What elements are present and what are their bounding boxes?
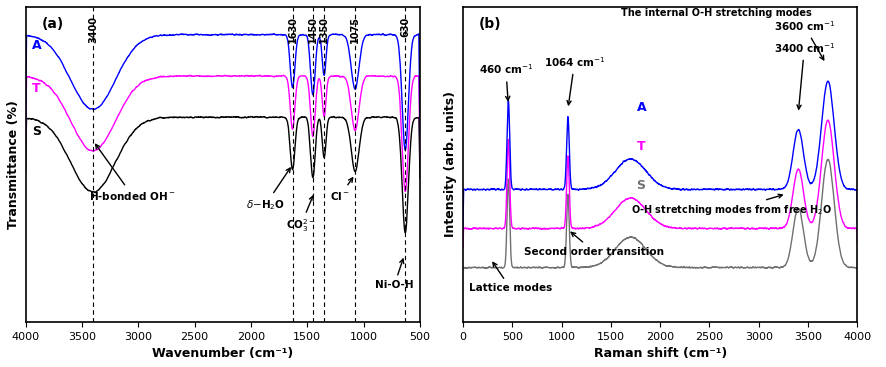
- Text: 1075: 1075: [350, 17, 361, 43]
- Text: H-bonded OH$^-$: H-bonded OH$^-$: [89, 144, 176, 202]
- Text: Cl$^-$: Cl$^-$: [330, 178, 353, 202]
- Text: 3600 cm$^{-1}$: 3600 cm$^{-1}$: [773, 19, 835, 60]
- Text: 1350: 1350: [319, 17, 330, 43]
- Text: T: T: [32, 82, 41, 95]
- Text: The internal O-H stretching modes: The internal O-H stretching modes: [621, 8, 812, 18]
- Text: 1450: 1450: [308, 17, 318, 43]
- Text: S: S: [32, 125, 42, 138]
- Y-axis label: Transmittance (%): Transmittance (%): [7, 100, 20, 229]
- Text: A: A: [636, 101, 646, 114]
- Text: 1630: 1630: [288, 17, 298, 43]
- Text: S: S: [636, 179, 646, 192]
- Text: $\delta$$-$H$_2$O: $\delta$$-$H$_2$O: [246, 168, 291, 211]
- Text: O-H stretching modes from free H$_2$O: O-H stretching modes from free H$_2$O: [631, 194, 832, 217]
- Text: 3400 cm$^{-1}$: 3400 cm$^{-1}$: [773, 41, 835, 109]
- Text: Lattice modes: Lattice modes: [469, 262, 552, 293]
- X-axis label: Wavenumber (cm⁻¹): Wavenumber (cm⁻¹): [152, 347, 293, 360]
- Text: 460 cm$^{-1}$: 460 cm$^{-1}$: [478, 63, 533, 101]
- Text: A: A: [32, 39, 42, 52]
- X-axis label: Raman shift (cm⁻¹): Raman shift (cm⁻¹): [594, 347, 727, 360]
- Text: 3400: 3400: [88, 17, 98, 43]
- Text: (b): (b): [478, 17, 501, 30]
- Text: Second order transition: Second order transition: [525, 232, 664, 257]
- Text: 1064 cm$^{-1}$: 1064 cm$^{-1}$: [544, 55, 605, 105]
- Text: T: T: [636, 140, 645, 153]
- Text: 630: 630: [400, 17, 410, 37]
- Text: (a): (a): [42, 17, 64, 30]
- Text: Ni-O-H: Ni-O-H: [375, 259, 414, 290]
- Text: CO$_3^{2-}$: CO$_3^{2-}$: [285, 196, 315, 235]
- Y-axis label: Intensity (arb. units): Intensity (arb. units): [445, 91, 457, 237]
